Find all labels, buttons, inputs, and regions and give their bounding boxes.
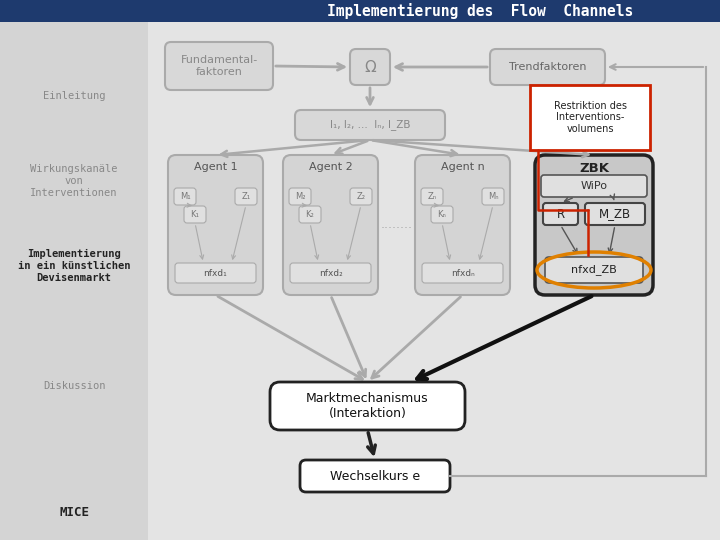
FancyBboxPatch shape [545, 257, 643, 283]
FancyBboxPatch shape [174, 188, 196, 205]
FancyBboxPatch shape [431, 206, 453, 223]
FancyBboxPatch shape [482, 188, 504, 205]
Text: ........: ........ [380, 219, 413, 232]
Bar [0, 22, 148, 540]
FancyBboxPatch shape [421, 188, 443, 205]
Text: K₂: K₂ [305, 210, 315, 219]
FancyBboxPatch shape [585, 203, 645, 225]
FancyBboxPatch shape [168, 155, 263, 295]
Text: Ω: Ω [364, 59, 376, 75]
Text: M₂: M₂ [294, 192, 305, 201]
Text: ZBK: ZBK [579, 161, 609, 174]
Text: M_ZB: M_ZB [599, 207, 631, 220]
Text: Restriktion des
Interventions-
volumens: Restriktion des Interventions- volumens [554, 101, 626, 134]
Text: nfxd₂: nfxd₂ [319, 268, 343, 278]
FancyBboxPatch shape [535, 155, 653, 295]
Text: R: R [557, 207, 564, 220]
Text: Marktmechanismus
(Interaktion): Marktmechanismus (Interaktion) [306, 392, 429, 420]
FancyBboxPatch shape [415, 155, 510, 295]
FancyBboxPatch shape [283, 155, 378, 295]
Text: nfxdₙ: nfxdₙ [451, 268, 474, 278]
FancyBboxPatch shape [165, 42, 273, 90]
Text: I₁, I₂, ...  Iₙ, I_ZB: I₁, I₂, ... Iₙ, I_ZB [330, 119, 410, 131]
FancyBboxPatch shape [184, 206, 206, 223]
FancyBboxPatch shape [270, 382, 465, 430]
Text: Fundamental-
faktoren: Fundamental- faktoren [181, 55, 258, 77]
FancyBboxPatch shape [290, 263, 371, 283]
Text: Diskussion: Diskussion [42, 381, 105, 391]
Text: Wirkungskanäle
von
Interventionen: Wirkungskanäle von Interventionen [30, 164, 118, 198]
Text: Mₙ: Mₙ [487, 192, 498, 201]
FancyBboxPatch shape [289, 188, 311, 205]
Text: Z₂: Z₂ [356, 192, 366, 201]
FancyBboxPatch shape [490, 49, 605, 85]
FancyBboxPatch shape [350, 49, 390, 85]
FancyBboxPatch shape [295, 110, 445, 140]
Text: Kₙ: Kₙ [438, 210, 446, 219]
FancyBboxPatch shape [543, 203, 578, 225]
Text: Wechselkurs e: Wechselkurs e [330, 469, 420, 483]
Text: nfxd₁: nfxd₁ [204, 268, 228, 278]
Bar [0, 0, 720, 22]
FancyBboxPatch shape [530, 85, 650, 150]
FancyBboxPatch shape [541, 175, 647, 197]
Text: K₁: K₁ [191, 210, 199, 219]
Text: MICE: MICE [59, 505, 89, 518]
Text: Trendfaktoren: Trendfaktoren [509, 62, 586, 72]
Text: Implementierung
in ein künstlichen
Devisenmarkt: Implementierung in ein künstlichen Devis… [18, 249, 130, 282]
FancyBboxPatch shape [299, 206, 321, 223]
Bar [148, 22, 720, 540]
Text: Agent n: Agent n [441, 162, 485, 172]
Text: WiPo: WiPo [580, 181, 608, 191]
Text: Z₁: Z₁ [241, 192, 251, 201]
Text: M₁: M₁ [180, 192, 190, 201]
FancyBboxPatch shape [422, 263, 503, 283]
Text: Implementierung des  Flow  Channels: Implementierung des Flow Channels [327, 3, 633, 19]
Text: Agent 1: Agent 1 [194, 162, 238, 172]
Text: Zₙ: Zₙ [428, 192, 436, 201]
FancyBboxPatch shape [175, 263, 256, 283]
FancyBboxPatch shape [235, 188, 257, 205]
Text: Agent 2: Agent 2 [309, 162, 352, 172]
Text: nfxd_ZB: nfxd_ZB [571, 265, 617, 275]
FancyBboxPatch shape [300, 460, 450, 492]
Text: Einleitung: Einleitung [42, 91, 105, 101]
FancyBboxPatch shape [350, 188, 372, 205]
